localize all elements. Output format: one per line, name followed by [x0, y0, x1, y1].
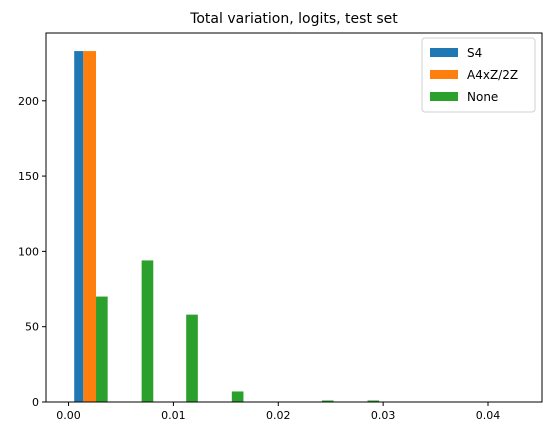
legend-label: A4xZ/2Z: [467, 68, 518, 82]
legend-label: S4: [467, 46, 482, 60]
y-axis: 0 50 100 150 200: [18, 95, 46, 409]
y-tick-label: 50: [25, 321, 39, 334]
legend: S4 A4xZ/2Z None: [421, 37, 536, 113]
bar-none-5: [367, 400, 380, 402]
y-tick-label: 150: [18, 170, 39, 183]
legend-label: None: [467, 90, 498, 104]
y-tick-label: 100: [18, 245, 39, 258]
x-tick-label: 0.01: [161, 409, 186, 422]
x-tick-label: 0.02: [266, 409, 291, 422]
legend-swatch: [430, 48, 458, 57]
x-tick-label: 0.03: [371, 409, 396, 422]
legend-swatch: [430, 92, 458, 101]
bar-none-3: [231, 391, 244, 402]
bar-none-1: [141, 260, 154, 402]
bar-a4xz-2z-0: [83, 51, 97, 402]
legend-swatch: [430, 70, 458, 79]
plot-frame: [45, 32, 543, 403]
bar-none-2: [186, 314, 198, 402]
y-tick-label: 0: [32, 396, 39, 409]
x-tick-label: 0.00: [56, 409, 81, 422]
bars-layer: [74, 51, 380, 402]
bar-none-4: [321, 400, 334, 402]
x-axis: 0.00 0.01 0.02 0.03 0.04: [56, 402, 500, 422]
bar-s4-0: [74, 51, 84, 402]
chart-title: Total variation, logits, test set: [189, 11, 398, 27]
y-tick-label: 200: [18, 95, 39, 108]
x-tick-label: 0.04: [476, 409, 501, 422]
bar-none-0: [96, 296, 108, 402]
